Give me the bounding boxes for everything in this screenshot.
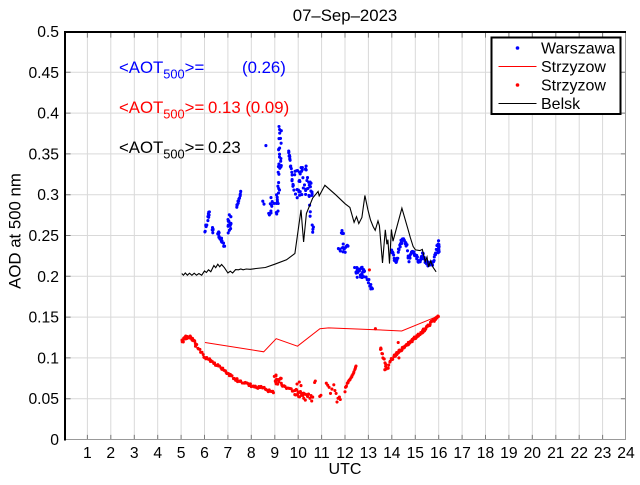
svg-text:Warszawa: Warszawa <box>541 41 615 58</box>
svg-text:0.5: 0.5 <box>37 24 59 41</box>
svg-text:13: 13 <box>360 445 378 462</box>
svg-text:Strzyzow: Strzyzow <box>541 78 606 95</box>
svg-text:3: 3 <box>130 445 139 462</box>
svg-text:1: 1 <box>83 445 92 462</box>
svg-text:0.23: 0.23 <box>208 138 241 157</box>
svg-text:21: 21 <box>547 445 564 462</box>
svg-text:10: 10 <box>289 445 307 462</box>
svg-text:11: 11 <box>313 445 329 462</box>
svg-text:16: 16 <box>430 445 448 462</box>
svg-text:24: 24 <box>617 445 635 462</box>
svg-text:0.25: 0.25 <box>28 228 59 245</box>
svg-text:AOD at 500 nm: AOD at 500 nm <box>6 173 25 289</box>
svg-text:2: 2 <box>106 445 115 462</box>
svg-text:0.05: 0.05 <box>28 391 59 408</box>
svg-text:8: 8 <box>247 445 256 462</box>
svg-text:0: 0 <box>50 432 59 449</box>
svg-text:0.13 (0.09): 0.13 (0.09) <box>208 98 289 117</box>
svg-text:19: 19 <box>500 445 517 462</box>
svg-text:0.45: 0.45 <box>28 65 59 82</box>
svg-text:0.35: 0.35 <box>28 146 59 163</box>
svg-text:23: 23 <box>594 445 612 462</box>
svg-text:9: 9 <box>270 445 279 462</box>
svg-text:7: 7 <box>224 445 233 462</box>
svg-text:18: 18 <box>477 445 495 462</box>
svg-text:0.2: 0.2 <box>37 269 59 286</box>
svg-text:0.15: 0.15 <box>28 310 59 327</box>
svg-text:6: 6 <box>200 445 209 462</box>
svg-text:14: 14 <box>383 445 401 462</box>
svg-text:0.3: 0.3 <box>37 187 59 204</box>
svg-text:0.1: 0.1 <box>37 350 59 367</box>
svg-text:5: 5 <box>177 445 186 462</box>
svg-text:Strzyzow: Strzyzow <box>541 59 606 76</box>
svg-text:15: 15 <box>407 445 425 462</box>
svg-text:0.4: 0.4 <box>37 106 59 123</box>
svg-text:UTC: UTC <box>329 461 362 478</box>
svg-text:22: 22 <box>570 445 587 462</box>
svg-text:07–Sep–2023: 07–Sep–2023 <box>293 6 398 25</box>
svg-text:Belsk: Belsk <box>541 96 581 113</box>
svg-text:20: 20 <box>524 445 542 462</box>
svg-text:17: 17 <box>453 445 470 462</box>
svg-text:4: 4 <box>153 445 162 462</box>
svg-text:(0.26): (0.26) <box>242 58 286 77</box>
svg-text:12: 12 <box>336 445 353 462</box>
